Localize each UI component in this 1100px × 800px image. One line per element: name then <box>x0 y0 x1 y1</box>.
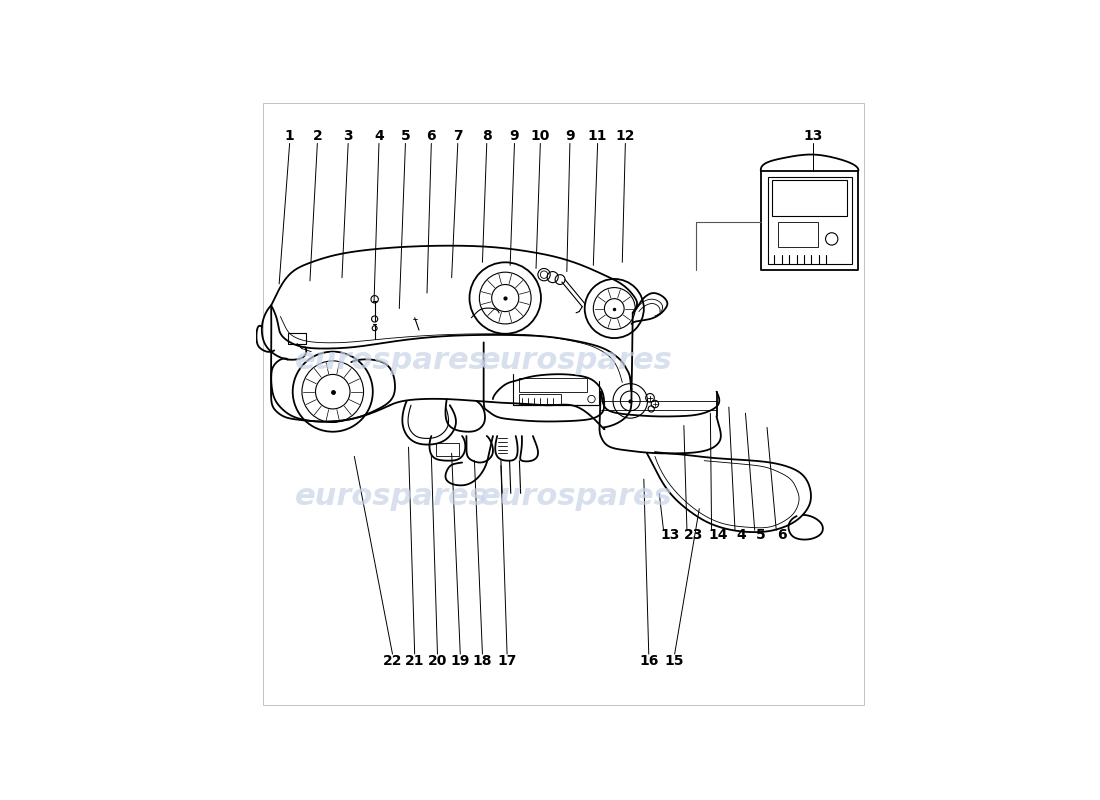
Text: 6: 6 <box>427 129 436 143</box>
Text: 21: 21 <box>405 654 425 669</box>
Text: 19: 19 <box>451 654 470 669</box>
Text: 8: 8 <box>482 129 492 143</box>
Text: 17: 17 <box>497 654 517 669</box>
Text: 13: 13 <box>803 129 823 143</box>
Text: 6: 6 <box>778 528 788 542</box>
Text: 5: 5 <box>756 528 766 542</box>
Text: 12: 12 <box>616 129 635 143</box>
Text: 14: 14 <box>708 528 727 542</box>
Text: 7: 7 <box>453 129 463 143</box>
Text: 9: 9 <box>565 129 574 143</box>
Text: eurospares: eurospares <box>480 482 672 511</box>
Text: 9: 9 <box>509 129 519 143</box>
Text: 4: 4 <box>374 129 384 143</box>
Text: 4: 4 <box>736 528 746 542</box>
Text: eurospares: eurospares <box>295 346 487 375</box>
Text: 1: 1 <box>285 129 295 143</box>
Text: 23: 23 <box>683 528 703 542</box>
Text: eurospares: eurospares <box>295 482 487 511</box>
Text: 11: 11 <box>587 129 607 143</box>
Text: 22: 22 <box>383 654 403 669</box>
Text: 15: 15 <box>664 654 684 669</box>
Text: 16: 16 <box>639 654 659 669</box>
Text: eurospares: eurospares <box>480 346 672 375</box>
Text: 2: 2 <box>312 129 322 143</box>
Text: 20: 20 <box>428 654 448 669</box>
Text: 5: 5 <box>400 129 410 143</box>
Text: 13: 13 <box>660 528 680 542</box>
Text: 10: 10 <box>530 129 550 143</box>
Text: 18: 18 <box>473 654 492 669</box>
Text: 3: 3 <box>343 129 353 143</box>
